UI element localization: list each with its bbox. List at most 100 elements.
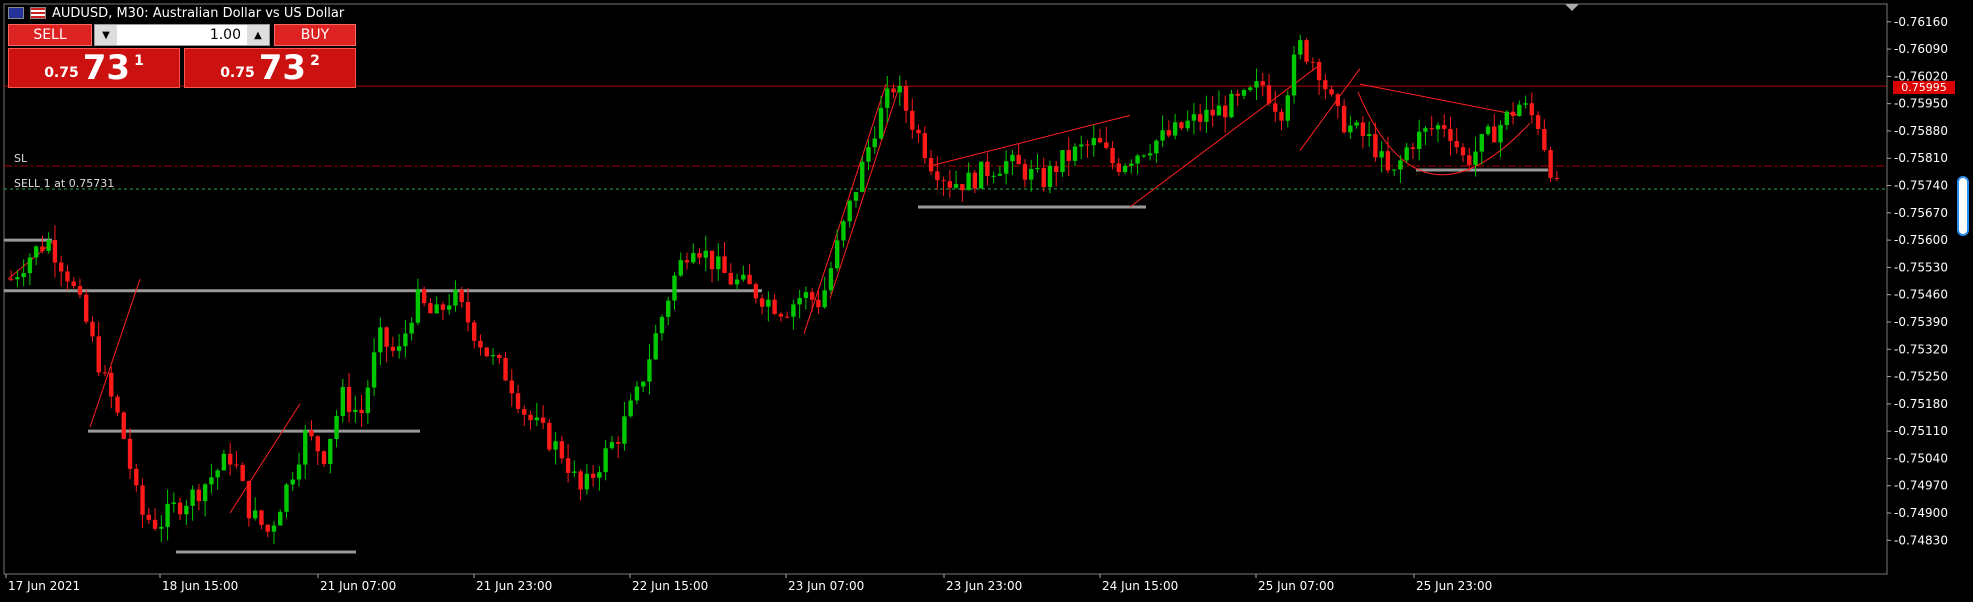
candle-body: [809, 292, 815, 300]
candle-body: [828, 268, 834, 291]
candle-body: [947, 181, 953, 188]
one-click-trading-panel: SELL ▼ 1.00 ▲ BUY 0.75 73 1 0.75 73 2: [8, 24, 356, 88]
candle-body: [641, 381, 646, 387]
candle-body: [797, 297, 802, 305]
candle-body: [953, 184, 959, 188]
candle-body: [1542, 128, 1547, 151]
candle-body: [1079, 144, 1084, 147]
time-axis-label: 23 Jun 07:00: [788, 579, 864, 593]
candle-body: [371, 352, 377, 388]
candle-body: [1460, 147, 1466, 156]
candle-body: [691, 253, 696, 263]
price-axis-label: -0.75250: [1894, 370, 1948, 384]
candle-body: [484, 347, 489, 357]
candle-body: [985, 161, 990, 176]
candle-body: [140, 485, 145, 515]
candle-body: [628, 400, 633, 417]
candle-body: [390, 346, 396, 351]
candle-body: [935, 171, 940, 181]
candle-body: [27, 257, 33, 274]
candle-body: [353, 409, 358, 413]
candle-body: [240, 464, 245, 481]
price-axis-label: -0.74900: [1894, 506, 1948, 520]
candle-body: [584, 473, 590, 490]
candle-body: [540, 417, 546, 423]
candle-body: [1003, 161, 1009, 174]
candle-body: [1517, 104, 1522, 117]
candle-body: [465, 302, 471, 323]
candle-body: [872, 138, 877, 148]
candle-body: [1054, 165, 1059, 173]
candle-body: [565, 458, 571, 473]
candle-body: [1335, 94, 1341, 106]
candle-body: [59, 262, 64, 272]
chart-shift-marker-icon[interactable]: [1565, 4, 1579, 11]
candle-body: [396, 346, 402, 351]
candle-body: [46, 239, 51, 251]
candle-body: [378, 327, 383, 353]
candle-body: [265, 524, 270, 532]
candle-body: [1379, 151, 1384, 158]
candle-body: [1254, 81, 1259, 88]
candle-body: [303, 430, 308, 465]
candle-body: [759, 298, 765, 307]
candle-body: [978, 161, 984, 189]
candle-body: [547, 422, 552, 450]
candle-body: [772, 299, 777, 314]
candle-body: [1235, 93, 1240, 96]
lot-decrease-icon[interactable]: ▼: [95, 25, 117, 45]
candle-body: [666, 300, 671, 317]
lot-size-value[interactable]: 1.00: [209, 27, 241, 43]
candle-body: [1385, 151, 1391, 171]
candle-body: [903, 86, 909, 111]
candle-body: [897, 86, 902, 93]
candle-body: [1229, 93, 1234, 118]
lot-increase-icon[interactable]: ▲: [247, 25, 269, 45]
candle-body: [403, 333, 408, 347]
candle-body: [1304, 40, 1309, 62]
candle-body: [171, 502, 177, 504]
sell-quote-pips: 73: [82, 48, 131, 88]
candle-body: [578, 471, 583, 490]
candle-body: [246, 480, 252, 519]
candle-body: [121, 412, 126, 439]
candle-body: [384, 327, 389, 347]
price-axis-label: -0.75740: [1894, 179, 1948, 193]
candle-body: [1442, 125, 1447, 129]
candle-body: [152, 519, 158, 529]
candle-body: [1066, 150, 1071, 161]
buy-quote[interactable]: 0.75 73 2: [184, 48, 356, 88]
candle-body: [1366, 134, 1372, 137]
trend-line: [929, 114, 1131, 167]
sell-button[interactable]: SELL: [8, 24, 92, 46]
candle-body: [478, 340, 483, 348]
buy-button[interactable]: BUY: [274, 24, 356, 46]
candle-body: [1216, 105, 1222, 116]
time-axis-label: 21 Jun 07:00: [320, 579, 396, 593]
candle-body: [922, 133, 927, 159]
candle-body: [84, 294, 89, 322]
candle-body: [997, 173, 1003, 176]
candle-body: [847, 200, 852, 222]
scrollbar-thumb[interactable]: [1957, 176, 1969, 236]
candle-body: [784, 316, 790, 318]
candle-body: [891, 88, 896, 93]
lot-size-field[interactable]: ▼ 1.00 ▲: [94, 24, 270, 46]
candle-body: [1435, 125, 1441, 130]
candle-body: [885, 88, 890, 108]
candle-body: [1135, 155, 1140, 164]
candle-body: [928, 158, 934, 172]
candle-body: [440, 304, 446, 310]
candle-body: [1266, 85, 1272, 104]
candle-body: [1410, 147, 1416, 149]
time-axis-label: 17 Jun 2021: [8, 579, 80, 593]
candle-body: [1035, 168, 1040, 170]
candle-body: [196, 489, 202, 502]
price-axis-label: -0.76090: [1894, 42, 1948, 56]
sell-quote[interactable]: 0.75 73 1: [8, 48, 180, 88]
sl-level-label: SL: [14, 152, 28, 165]
candle-body: [453, 289, 458, 306]
candle-body: [365, 387, 371, 414]
